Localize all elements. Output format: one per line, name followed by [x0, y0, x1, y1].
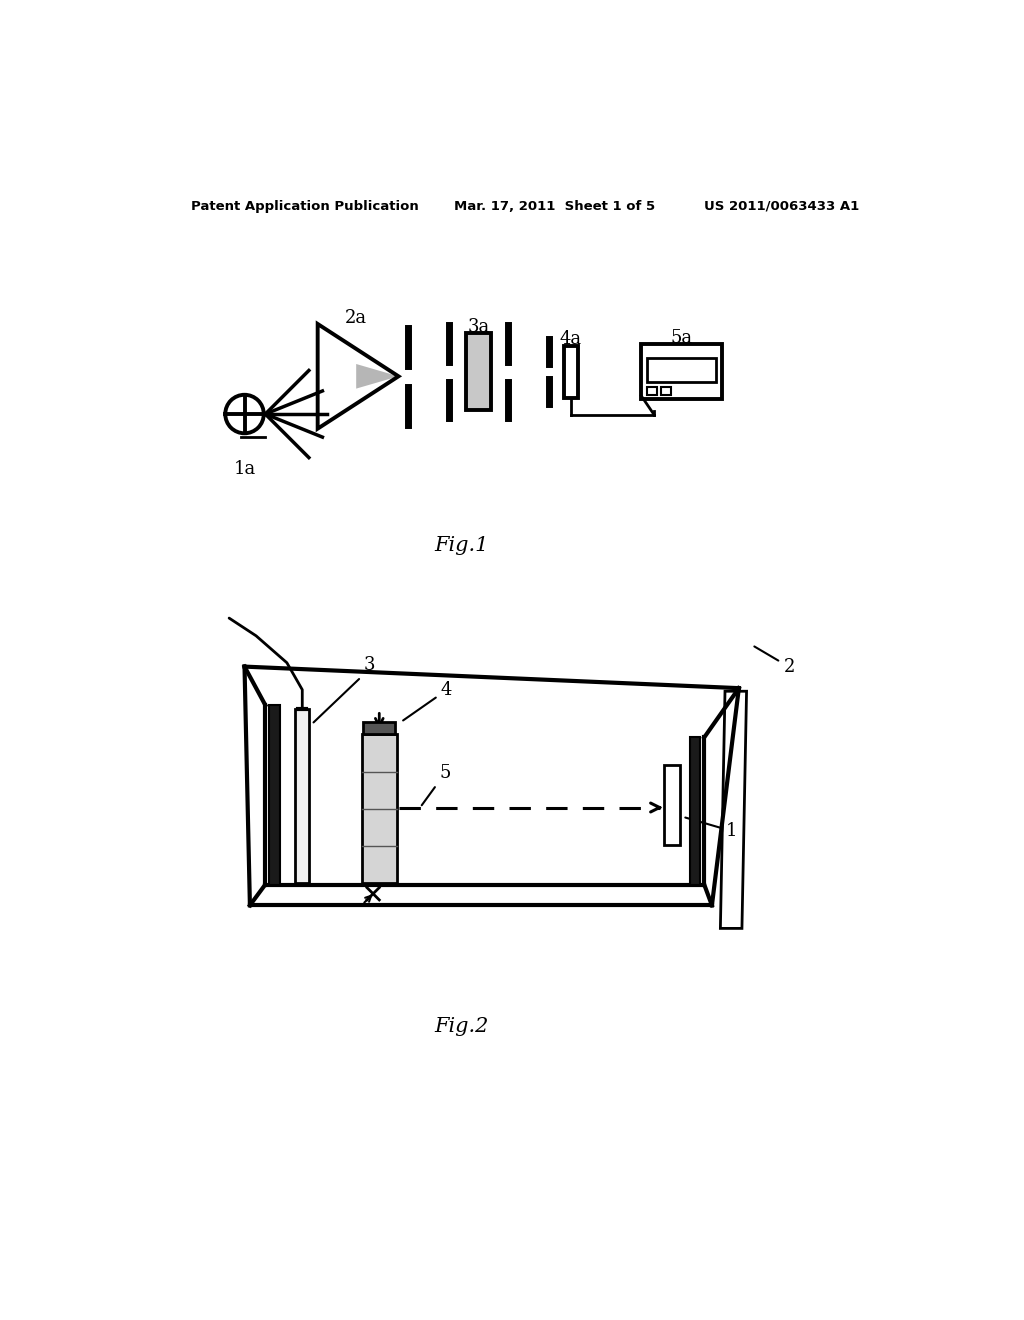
Bar: [647, 387, 657, 395]
Text: 1a: 1a: [233, 461, 256, 478]
Text: 2a: 2a: [345, 309, 368, 326]
Bar: [361, 734, 397, 883]
Text: 5a: 5a: [670, 329, 692, 347]
Text: 3a: 3a: [468, 318, 489, 335]
Bar: [662, 387, 671, 395]
Text: Fig.2: Fig.2: [434, 1016, 488, 1036]
Bar: [641, 345, 722, 400]
Polygon shape: [356, 364, 398, 388]
Text: US 2011/0063433 A1: US 2011/0063433 A1: [703, 199, 859, 213]
Bar: [269, 705, 280, 884]
Text: Patent Application Publication: Patent Application Publication: [190, 199, 419, 213]
Text: 4a: 4a: [560, 330, 582, 348]
Text: 4: 4: [403, 681, 453, 721]
Bar: [689, 738, 700, 884]
Text: 1: 1: [685, 817, 737, 840]
Bar: [665, 766, 680, 845]
Text: 3: 3: [313, 656, 376, 722]
Bar: [364, 722, 395, 734]
Text: Mar. 17, 2011  Sheet 1 of 5: Mar. 17, 2011 Sheet 1 of 5: [454, 199, 655, 213]
Bar: [647, 358, 716, 383]
Text: 2: 2: [755, 647, 795, 676]
Bar: [466, 333, 490, 411]
Bar: [564, 346, 578, 397]
Text: 5: 5: [422, 764, 451, 805]
Bar: [295, 709, 309, 883]
Text: Fig.1: Fig.1: [434, 536, 488, 554]
